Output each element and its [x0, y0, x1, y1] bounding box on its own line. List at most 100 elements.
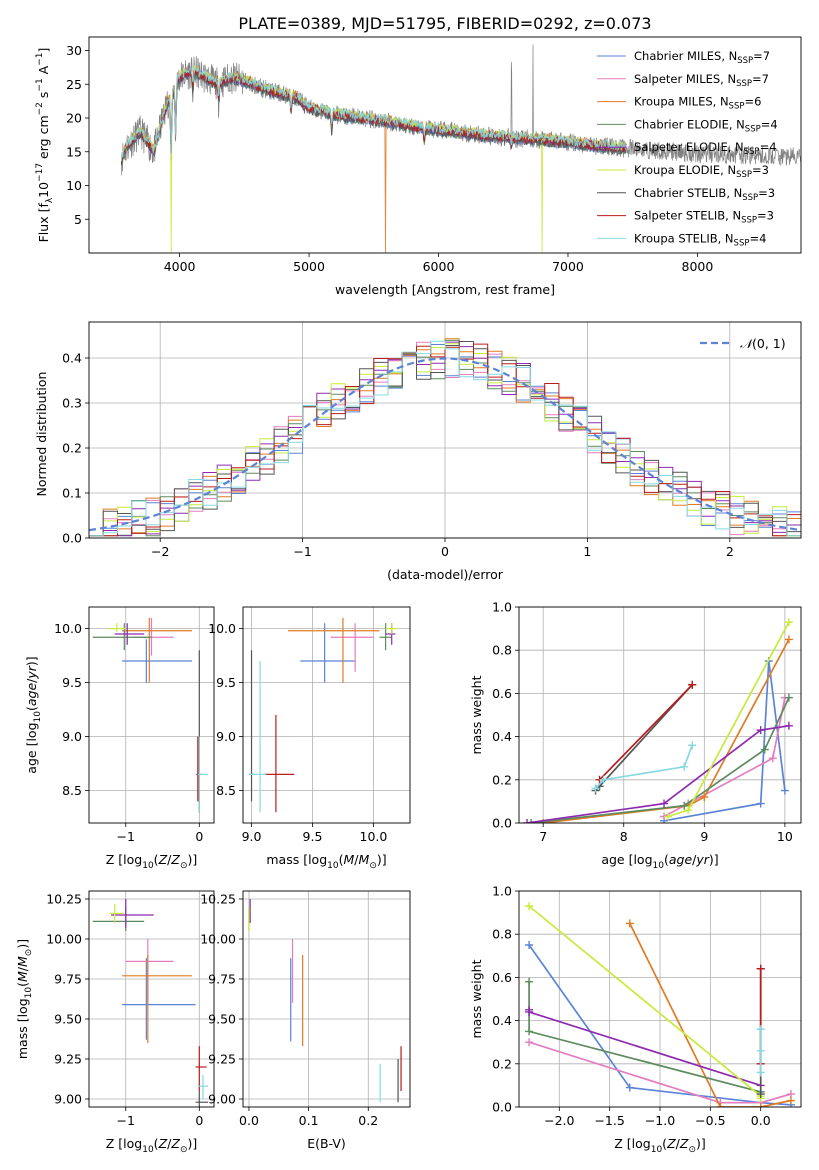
y-tick-label: 8.5: [62, 783, 82, 798]
weight-point-marker: [786, 1096, 795, 1105]
data-point-6: [385, 623, 398, 634]
y-tick-label: 9.75: [208, 972, 236, 987]
legend-label: Kroupa ELODIE, NSSP=3: [634, 163, 769, 180]
weight-point-marker: [756, 726, 765, 735]
weight-point-marker: [525, 941, 534, 949]
x-tick-label: −1.0: [645, 1113, 675, 1128]
weight-point-marker: [591, 784, 600, 793]
x-tick-label: 7000: [552, 259, 584, 274]
weight-series-3: [539, 635, 793, 823]
y-tick-label: 5: [74, 212, 82, 227]
y-tick-label: 0.2: [492, 1056, 512, 1071]
data-point-6: [109, 903, 125, 923]
figure-title: PLATE=0389, MJD=51795, FIBERID=0292, z=0…: [238, 14, 651, 33]
data-point-7: [249, 650, 254, 802]
weight-point-marker: [760, 745, 769, 754]
axes-mass-vs-EBV: 0.0 0.1 0.2 9.00 9.25 9.50 9.75 10.00 10.25 E(B-V…: [200, 890, 411, 1151]
data-point-7: [195, 1091, 209, 1107]
y-tick-label: 1.0: [492, 600, 512, 615]
histogram-step-9: [89, 340, 801, 537]
weight-point-marker: [525, 1038, 534, 1047]
x-tick-label: −2: [151, 544, 169, 559]
weight-series-line: [629, 923, 792, 1107]
x-axis-label: E(B-V): [307, 1136, 346, 1151]
weight-series-8: [595, 680, 697, 784]
weight-series-line: [594, 744, 693, 789]
plot-area-mass-vs-EBV: [248, 899, 402, 1103]
weight-point-marker: [660, 799, 669, 808]
spectrum-legend: Chabrier MILES, NSSP=7 Salpeter MILES, NS…: [597, 49, 778, 248]
data-point-6: [109, 623, 126, 632]
legend-label: Salpeter MILES, NSSP=7: [634, 72, 769, 89]
y-tick-label: 10.00: [46, 932, 82, 947]
weight-series-line: [598, 684, 693, 781]
weight-series-line: [528, 1009, 761, 1087]
data-point-2: [125, 939, 174, 1003]
y-tick-label: 9.75: [54, 972, 82, 987]
y-tick-label: 10.00: [200, 932, 236, 947]
data-point-8: [196, 736, 201, 802]
y-tick-label: 9.0: [216, 729, 236, 744]
plot-area-spectrum: [120, 44, 801, 253]
weight-point-marker: [780, 786, 789, 795]
x-tick-label: −1: [117, 1113, 135, 1128]
data-point-4: [92, 623, 152, 651]
x-tick-label: 0.0: [239, 1113, 259, 1128]
weight-series-6: [525, 902, 765, 1103]
data-point-5: [111, 899, 154, 928]
weight-point-marker: [756, 1025, 765, 1034]
plot-area-age-vs-mass: [249, 617, 398, 813]
x-tick-label: −1.5: [594, 1113, 624, 1128]
plot-area-mass-weight-vs-age: [523, 618, 793, 823]
y-axis-label: mass [log10(M/M⊙)]: [15, 939, 34, 1059]
weight-point-marker: [784, 618, 793, 627]
x-tick-label: 8000: [682, 259, 714, 274]
y-tick-label: 9.5: [216, 675, 236, 690]
weight-series-line: [531, 697, 790, 823]
y-tick-label: 9.25: [208, 1052, 236, 1067]
y-tick-label: 0.4: [62, 351, 82, 366]
axes-age-vs-Z: −1 0 8.5 9.0 9.5 10.0 Z [log10(Z/Z⊙)] age [log1…: [24, 606, 215, 871]
axes-age-vs-mass: 9.0 9.5 10.0 8.5 9.0 9.5 10.0 mass [log10(M/M⊙)…: [208, 606, 411, 871]
axes-frame: [242, 606, 411, 824]
weight-point-marker: [525, 977, 534, 986]
data-point-3: [288, 617, 380, 683]
weight-point-marker: [684, 806, 693, 815]
y-tick-label: 15: [66, 144, 82, 159]
data-point-8: [195, 1046, 207, 1091]
x-tick-label: 5000: [293, 259, 325, 274]
weight-point-marker: [768, 754, 777, 763]
axes-frame: [518, 890, 802, 1108]
weight-point-marker: [625, 1083, 634, 1092]
weight-point-marker: [756, 1090, 765, 1099]
y-tick-label: 0.6: [492, 970, 512, 985]
axes-mass-weight-vs-age: 7 8 9 10 0.0 0.2 0.4 0.6 0.8 1.0 mass weight age [l…: [469, 600, 802, 871]
weight-point-marker: [756, 1068, 765, 1077]
axes-frame: [88, 36, 802, 254]
y-tick-label: 9.50: [208, 1012, 236, 1027]
y-tick-label: 9.25: [54, 1052, 82, 1067]
axes-frame: [518, 606, 802, 824]
x-axis-label: Z [log10(Z/Z⊙)]: [106, 1136, 198, 1155]
weight-series-9: [591, 741, 697, 793]
model-spectrum-line-3: [120, 67, 627, 253]
y-tick-label: 9.00: [208, 1092, 236, 1107]
weight-point-marker: [523, 819, 532, 823]
weight-point-marker: [688, 741, 697, 750]
data-point-1: [122, 958, 196, 1040]
x-tick-label: 0: [195, 829, 203, 844]
y-tick-label: 0.4: [492, 729, 512, 744]
weight-point-marker: [680, 801, 689, 810]
axes-frame: [88, 321, 802, 539]
axes-residual-histogram: −2 −1 0 1 2 0.0 0.1 0.2 0.3 0.4 (data-model)/error…: [34, 321, 802, 582]
x-tick-label: 0: [441, 544, 449, 559]
weight-point-marker: [756, 1103, 765, 1107]
data-point-9: [249, 661, 267, 813]
x-tick-label: 1: [583, 544, 591, 559]
data-point-9: [197, 736, 209, 813]
model-spectrum-line-9: [120, 66, 627, 162]
weight-point-marker: [625, 919, 634, 928]
y-tick-label: 10.25: [200, 892, 236, 907]
y-tick-label: 8.5: [216, 783, 236, 798]
x-tick-label: −1: [293, 544, 311, 559]
